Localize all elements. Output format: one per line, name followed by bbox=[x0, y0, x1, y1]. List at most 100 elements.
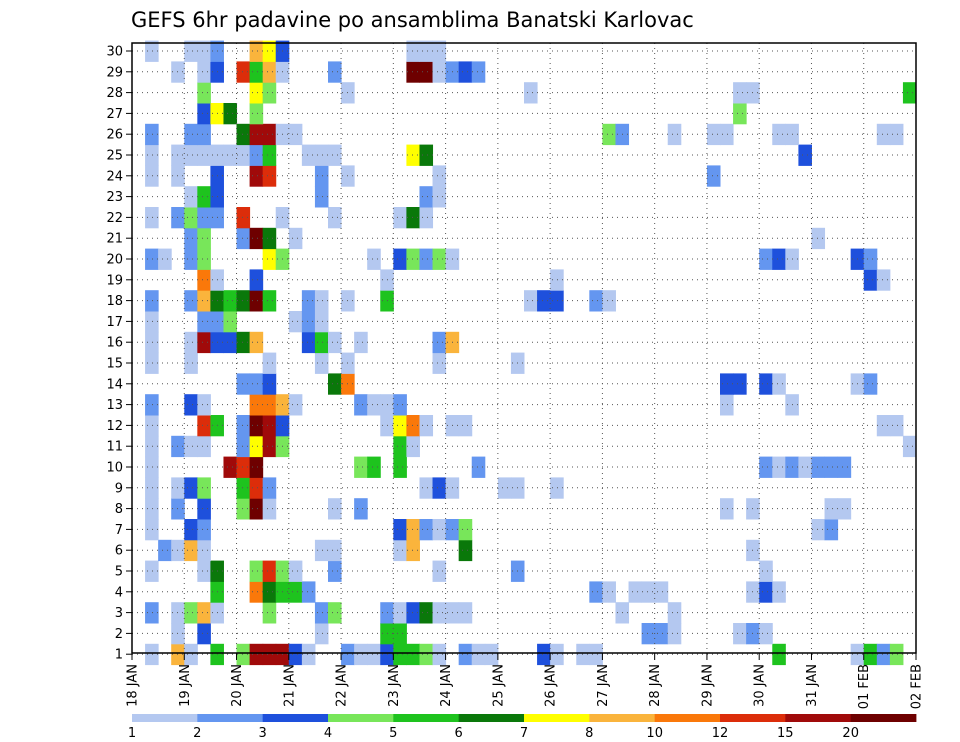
heatmap-cell bbox=[145, 144, 159, 166]
heatmap-cell bbox=[262, 290, 277, 312]
heatmap-cell bbox=[262, 498, 277, 520]
heatmap-cell bbox=[720, 373, 734, 395]
heatmap-cell bbox=[236, 61, 251, 83]
heatmap-cell bbox=[223, 144, 238, 166]
heatmap-cell bbox=[759, 456, 773, 478]
heatmap-cell bbox=[184, 248, 198, 270]
heatmap-cell bbox=[328, 61, 342, 83]
y-tick-label: 21 bbox=[106, 232, 123, 247]
heatmap-cell bbox=[197, 331, 211, 354]
heatmap-cell bbox=[811, 456, 826, 478]
heatmap-cell bbox=[197, 435, 211, 458]
heatmap-cell bbox=[863, 643, 878, 666]
heatmap-cell bbox=[432, 352, 447, 374]
heatmap-cell bbox=[772, 248, 786, 270]
heatmap-cell bbox=[184, 602, 198, 624]
heatmap-cell bbox=[158, 539, 172, 562]
x-tick-label: 21 JAN bbox=[282, 664, 297, 707]
y-tick-label: 23 bbox=[106, 190, 123, 205]
x-tick-label: 20 JAN bbox=[230, 664, 245, 707]
heatmap-cell bbox=[262, 144, 277, 166]
heatmap-cell bbox=[197, 415, 211, 437]
heatmap-cell bbox=[458, 539, 473, 562]
heatmap-cell bbox=[419, 519, 434, 541]
heatmap-cell bbox=[550, 269, 564, 291]
colorbar-label: 3 bbox=[259, 726, 267, 741]
y-tick-label: 13 bbox=[106, 398, 123, 413]
heatmap-cell bbox=[667, 602, 682, 624]
heatmap-cell bbox=[249, 581, 264, 603]
heatmap-cell bbox=[184, 186, 198, 208]
heatmap-cell bbox=[184, 539, 198, 562]
x-tick-label: 22 JAN bbox=[335, 664, 350, 707]
heatmap-cell bbox=[589, 290, 603, 312]
heatmap-cell bbox=[393, 456, 407, 478]
heatmap-cell bbox=[354, 394, 368, 416]
heatmap-cell bbox=[249, 415, 264, 437]
heatmap-cell bbox=[197, 477, 211, 499]
heatmap-cell bbox=[184, 394, 198, 416]
colorbar-label: 20 bbox=[842, 726, 859, 741]
heatmap-cell bbox=[236, 435, 251, 458]
heatmap-cell bbox=[524, 290, 538, 312]
heatmap-cell bbox=[145, 331, 159, 354]
heatmap-cell bbox=[158, 248, 172, 270]
x-tick-label: 27 JAN bbox=[596, 664, 611, 707]
heatmap-cell bbox=[184, 477, 198, 499]
x-tick-label: 25 JAN bbox=[491, 664, 506, 707]
gridlines bbox=[132, 43, 916, 655]
heatmap-cell bbox=[889, 415, 904, 437]
heatmap-cell bbox=[223, 290, 238, 312]
heatmap-cell bbox=[197, 248, 211, 270]
heatmap-cell bbox=[798, 144, 812, 166]
heatmap-cell bbox=[876, 269, 891, 291]
heatmap-cell bbox=[301, 290, 316, 312]
heatmap-cell bbox=[641, 623, 656, 645]
y-tick-label: 8 bbox=[115, 502, 123, 517]
heatmap-cell bbox=[876, 415, 891, 437]
colorbar-swatch bbox=[328, 714, 394, 722]
heatmap-cell bbox=[876, 123, 891, 146]
heatmap-cell bbox=[262, 643, 277, 666]
heatmap-cell bbox=[197, 123, 211, 146]
heatmap-cell bbox=[602, 290, 616, 312]
heatmap-cell bbox=[432, 186, 447, 208]
heatmap-cell bbox=[236, 123, 251, 146]
heatmap-cell bbox=[197, 290, 211, 312]
heatmap-cell bbox=[824, 519, 839, 541]
x-tick-label: 26 JAN bbox=[544, 664, 559, 707]
heatmap-cell bbox=[419, 415, 434, 437]
colorbar-swatch bbox=[720, 714, 786, 722]
heatmap-cell bbox=[197, 207, 211, 229]
heatmap-cell bbox=[249, 643, 264, 666]
heatmap-cell bbox=[419, 477, 434, 499]
heatmap-cell bbox=[262, 581, 277, 603]
y-tick-label: 30 bbox=[106, 45, 123, 60]
heatmap-cell bbox=[798, 456, 812, 478]
heatmap-cell bbox=[314, 352, 329, 374]
heatmap-cell bbox=[197, 269, 211, 291]
heatmap-cell bbox=[328, 560, 342, 582]
heatmap-cell bbox=[576, 643, 590, 666]
y-tick-label: 26 bbox=[106, 128, 123, 143]
heatmap-cell bbox=[759, 560, 773, 582]
heatmap-cell bbox=[393, 248, 407, 270]
heatmap-cell bbox=[406, 248, 420, 270]
heatmap-cell bbox=[367, 394, 381, 416]
y-tick-label: 17 bbox=[106, 315, 123, 330]
heatmap-cell bbox=[249, 477, 264, 499]
heatmap-cell bbox=[902, 435, 917, 458]
heatmap-cell bbox=[249, 394, 264, 416]
heatmap-cell bbox=[197, 602, 211, 624]
heatmap-cell bbox=[759, 373, 773, 395]
heatmap-cell bbox=[197, 103, 211, 125]
heatmap-cell bbox=[197, 186, 211, 208]
heatmap-cell bbox=[184, 123, 198, 146]
heatmap-cell bbox=[301, 311, 316, 333]
heatmap-cell bbox=[236, 643, 251, 666]
heatmap-cell bbox=[393, 207, 407, 229]
heatmap-cell bbox=[654, 623, 669, 645]
heatmap-cell bbox=[249, 560, 264, 582]
y-tick-label: 22 bbox=[106, 211, 123, 226]
